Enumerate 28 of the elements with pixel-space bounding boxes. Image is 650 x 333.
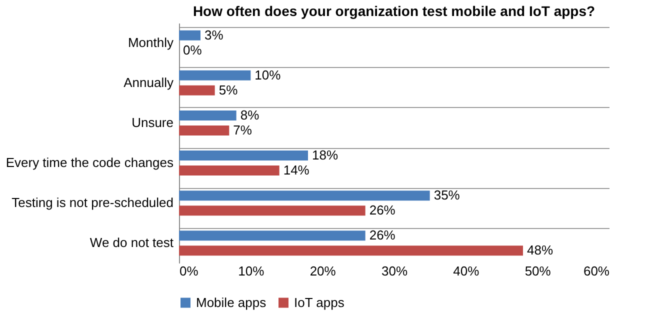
x-tick-label: 50% (524, 264, 552, 278)
x-tick-label: 0% (180, 264, 199, 278)
data-label: 7% (233, 122, 252, 138)
data-label: 8% (240, 107, 260, 122)
data-label: 0% (183, 42, 202, 58)
y-tick-label: Every time the code changes (6, 155, 174, 170)
y-tick-label: We do not test (90, 235, 174, 250)
data-label: 48% (527, 242, 554, 258)
y-tick-label: Unsure (132, 114, 174, 130)
data-label: 18% (312, 148, 338, 163)
data-label: 3% (204, 27, 224, 42)
legend-label: IoT apps (294, 294, 345, 310)
x-tick-label: 30% (381, 264, 408, 278)
data-label: 10% (254, 67, 282, 82)
x-tick-label: 10% (238, 264, 265, 278)
data-label: 35% (434, 188, 460, 203)
x-tick-label: 20% (310, 264, 336, 278)
chart-title: How often does your organization test mobile and IoT apps? (192, 3, 596, 19)
x-tick-label: 40% (453, 264, 480, 278)
data-label: 26% (369, 202, 396, 218)
data-label: 14% (283, 162, 310, 178)
y-tick-label: Monthly (128, 34, 174, 50)
y-tick-label: Annually (124, 74, 174, 90)
y-tick-label: Testing is not pre-scheduled (12, 195, 174, 210)
legend-label: Mobile apps (196, 294, 267, 310)
x-tick-label: 60% (583, 264, 610, 278)
data-label: 26% (369, 228, 396, 243)
data-label: 5% (218, 82, 238, 98)
